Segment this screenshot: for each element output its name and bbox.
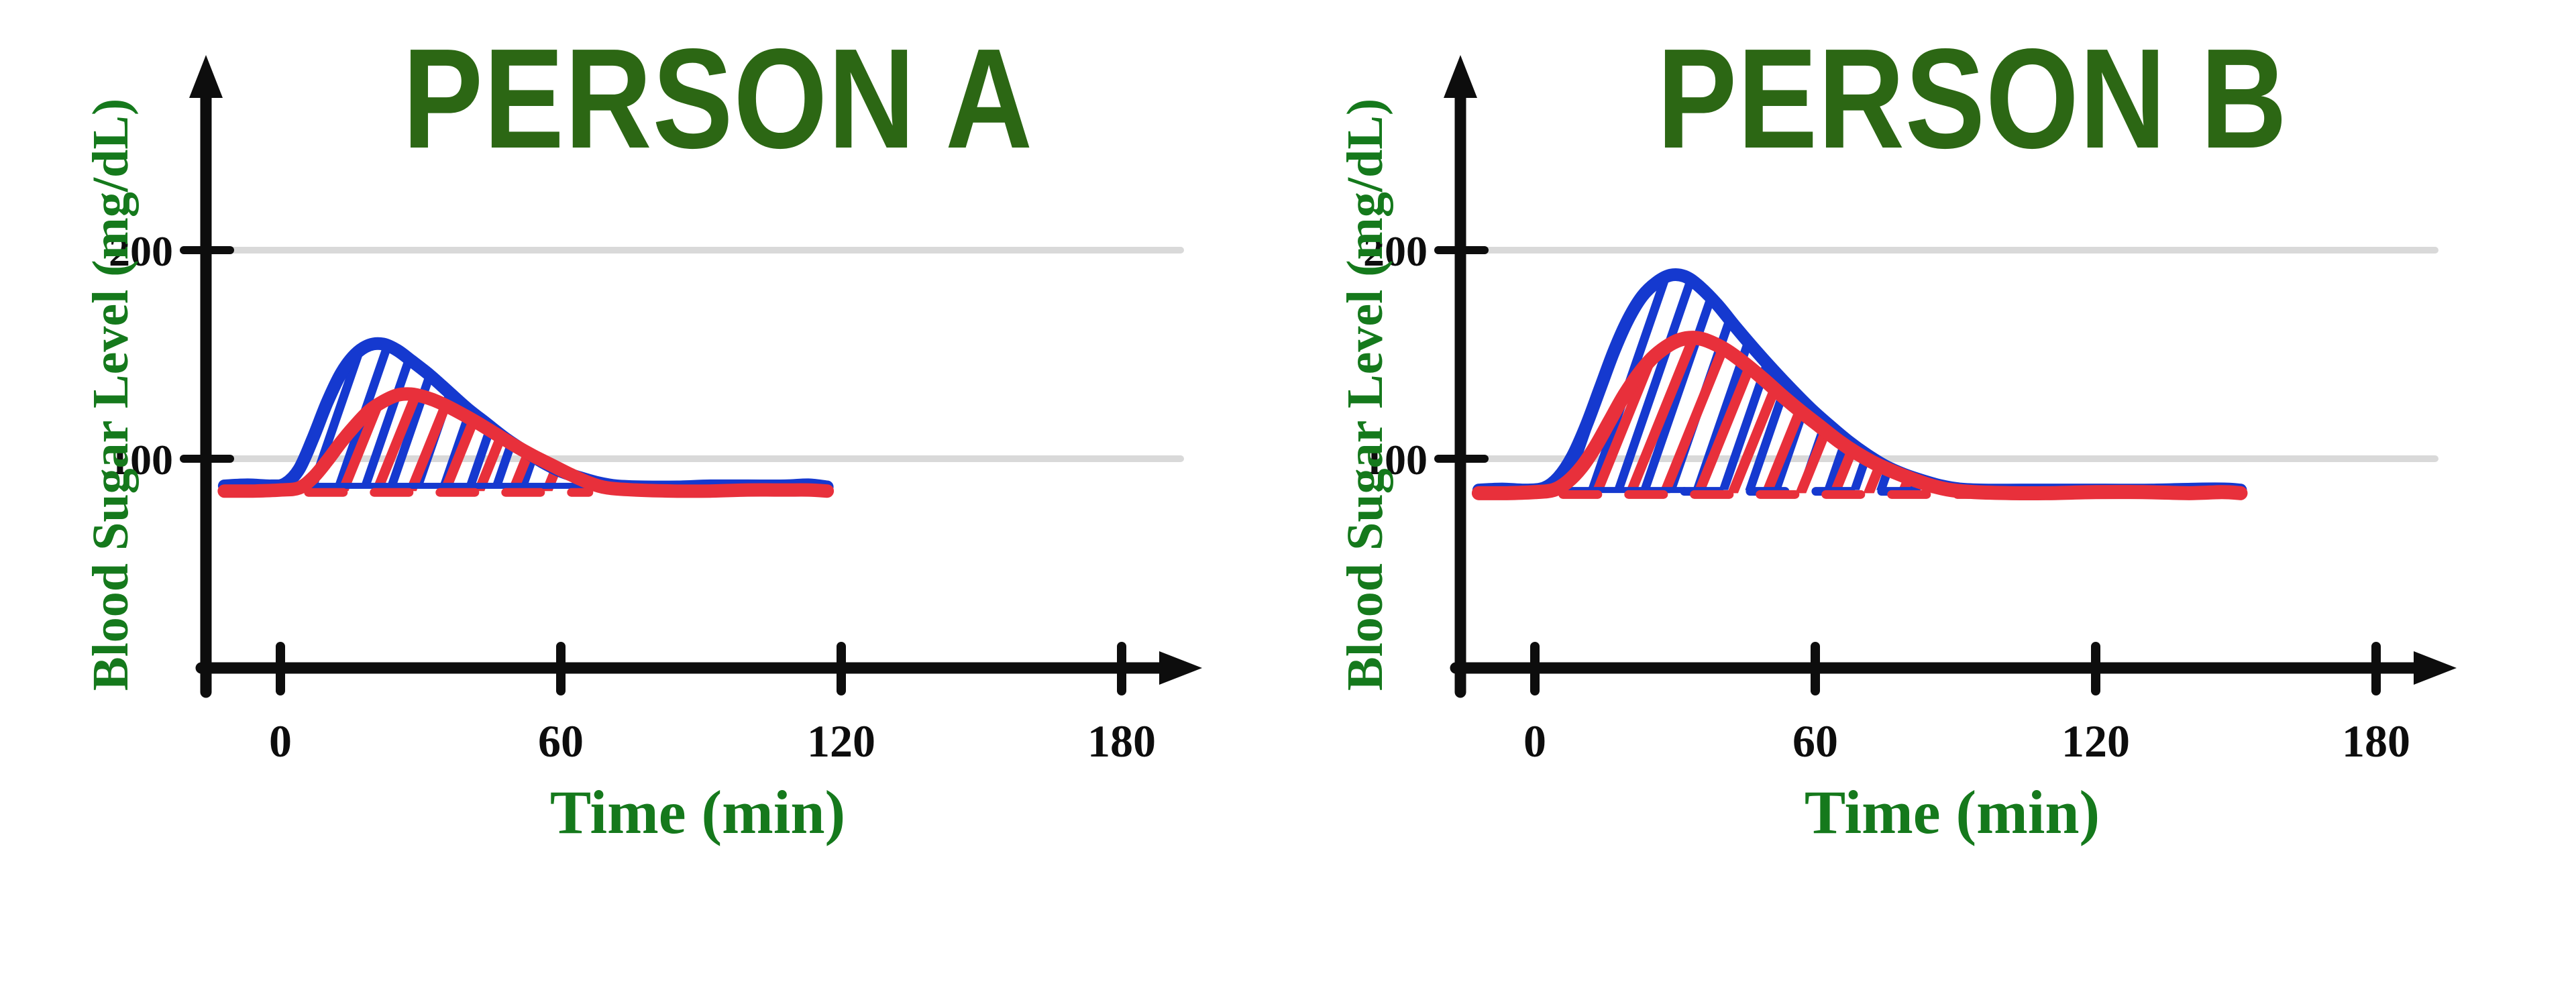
x-tick-label-0: 0 bbox=[269, 716, 292, 767]
x-tick-label-0: 0 bbox=[1523, 716, 1546, 767]
y-tick-label-200: 200 bbox=[1363, 227, 1428, 275]
x-tick-label-60: 60 bbox=[1792, 716, 1838, 767]
person-b-chart: PERSON B 200 100 0 60 120 180 Time (min)… bbox=[1337, 19, 2457, 846]
x-tick-label-180: 180 bbox=[1087, 716, 1156, 767]
y-tick-label-100: 100 bbox=[1363, 436, 1428, 484]
y-axis-title: Blood Sugar Level (mg/dL) bbox=[83, 99, 139, 691]
x-axis-arrowhead bbox=[1159, 651, 1202, 685]
y-tick-label-200: 200 bbox=[109, 227, 173, 275]
chart-title: PERSON B bbox=[1657, 19, 2288, 178]
y-axis-arrowhead bbox=[189, 55, 223, 98]
x-tick-label-180: 180 bbox=[2342, 716, 2410, 767]
y-axis-title: Blood Sugar Level (mg/dL) bbox=[1337, 99, 1393, 691]
plot-curves bbox=[217, 337, 835, 498]
plot-curves bbox=[1471, 268, 2248, 501]
chart-panel-person-a: PERSON A 200 100 0 60 120 180 Time (min)… bbox=[40, 19, 1261, 972]
x-tick-label-60: 60 bbox=[538, 716, 584, 767]
person-a-chart: PERSON A 200 100 0 60 120 180 Time (min)… bbox=[83, 19, 1202, 846]
x-tick-label-120: 120 bbox=[2061, 716, 2130, 767]
red-curve-path bbox=[1471, 331, 2248, 501]
x-axis-title: Time (min) bbox=[1805, 778, 2100, 846]
y-tick-label-100: 100 bbox=[109, 436, 173, 484]
y-axis-arrowhead bbox=[1444, 55, 1477, 98]
chart-title: PERSON A bbox=[402, 19, 1033, 178]
red-curve-hatched-area bbox=[224, 394, 828, 492]
x-axis-arrowhead bbox=[2414, 651, 2457, 685]
x-tick-label-120: 120 bbox=[807, 716, 875, 767]
red-curve-hatched-area bbox=[1479, 337, 2241, 494]
chart-panel-person-b: PERSON B 200 100 0 60 120 180 Time (min)… bbox=[1295, 19, 2516, 972]
red-curve-path bbox=[217, 387, 835, 498]
x-axis-title: Time (min) bbox=[550, 778, 845, 846]
